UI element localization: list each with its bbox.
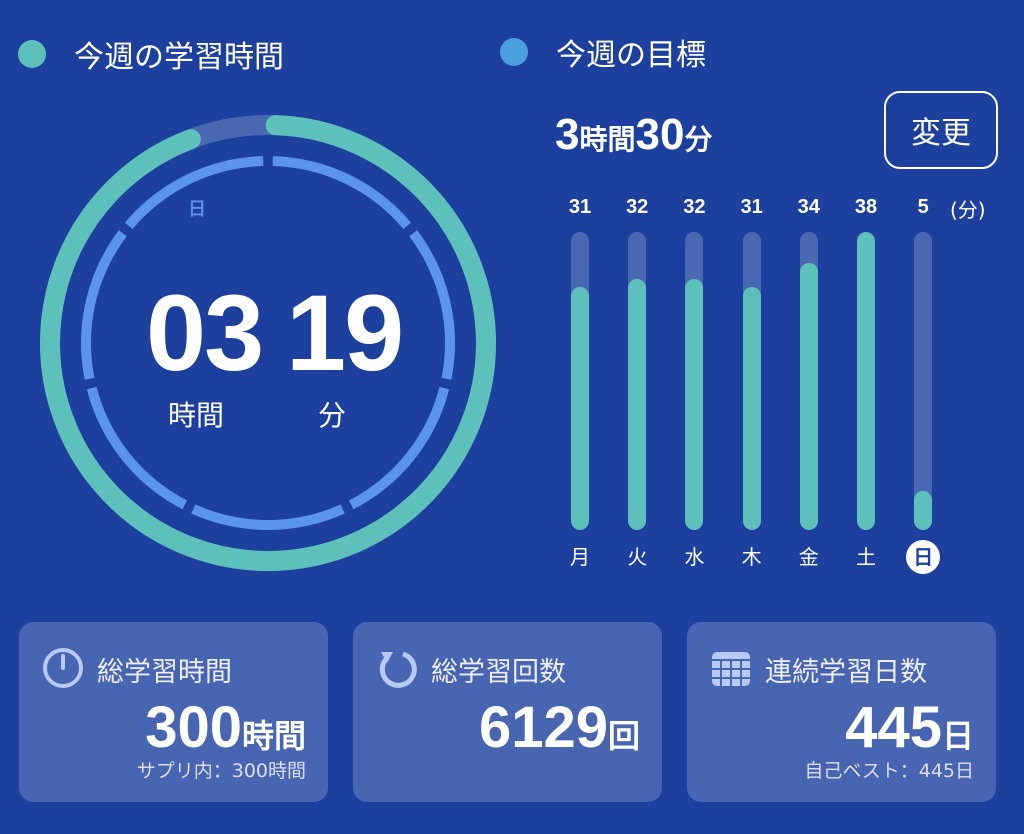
day-label: 木 (741, 545, 762, 569)
bar-track (914, 232, 933, 530)
card-subtext: サプリ内：300時間 (136, 760, 306, 782)
ring-day-segment (348, 386, 450, 510)
bar-value-label: 34 (797, 196, 820, 218)
bar-value-label: 31 (568, 196, 592, 218)
bar-track (685, 232, 704, 530)
bar-track (742, 232, 761, 530)
bar-value-label: 38 (854, 196, 878, 218)
ring-day-label: 日 (188, 199, 206, 220)
chart-unit-label: (分) (950, 198, 986, 222)
bar (628, 279, 647, 530)
bar-value-label: 32 (626, 196, 649, 218)
calendar-icon (709, 646, 753, 690)
card-subtext: 自己ベスト：445日 (804, 760, 974, 782)
card-title: 連続学習日数 (765, 657, 927, 688)
card-number: 445 (845, 695, 942, 760)
bar (571, 286, 589, 530)
legend-label: 今週の学習時間 (74, 40, 284, 75)
card-value: 445日 (845, 694, 974, 761)
bar (857, 232, 875, 530)
bar-track (628, 232, 647, 530)
ring-day-segment (191, 504, 345, 530)
clock-icon (41, 646, 85, 690)
daily-bar-chart: 31 月 32 火 32 水 31 木 34 金 38 土 5 日 (568, 196, 941, 574)
hours-unit: 時間 (168, 399, 225, 432)
weekly-goal-value: 3時間30分 (555, 110, 712, 160)
legend-weekly-time: 今週の学習時間 (18, 32, 284, 76)
card-value: 300時間 (145, 694, 306, 761)
goal-hours-unit: 時間 (579, 124, 636, 155)
card-title: 総学習回数 (431, 657, 566, 688)
card-number: 6129 (478, 695, 608, 760)
day-label: 火 (627, 545, 648, 569)
change-goal-button[interactable]: 変更 (884, 91, 998, 169)
bar (742, 286, 761, 530)
ring-day-segment (124, 156, 264, 230)
day-label: 日 (906, 540, 941, 574)
bar-track (571, 232, 589, 530)
card-value: 6129回 (479, 694, 640, 761)
minutes-value: 19 (286, 272, 404, 393)
bar (799, 263, 818, 530)
bar-value-label: 5 (917, 196, 929, 218)
bar (685, 279, 704, 530)
legend-weekly-goal: 今週の目標 (500, 30, 706, 74)
card-unit: 日 (941, 718, 974, 754)
card-unit: 時間 (241, 718, 306, 754)
card-title: 総学習時間 (97, 657, 232, 688)
legend-label: 今週の目標 (556, 38, 706, 73)
ring-day-segment (409, 230, 455, 380)
ring-day-segment (81, 230, 127, 380)
bar-value-label: 31 (740, 196, 763, 218)
day-label: 金 (798, 545, 819, 569)
day-label: 月 (570, 545, 590, 569)
day-label: 水 (684, 545, 705, 569)
bar-track (857, 232, 875, 530)
goal-minutes: 30 (635, 110, 685, 159)
teal-dot-icon (18, 40, 46, 68)
bar-track (799, 232, 818, 530)
goal-minutes-unit: 分 (684, 124, 713, 155)
bar-value-label: 32 (683, 196, 706, 218)
day-label: 土 (856, 545, 876, 569)
minutes-unit: 分 (318, 399, 347, 432)
stat-card: 総学習時間 300時間 サプリ内：300時間 (19, 622, 328, 802)
stat-card: 連続学習日数 445日 自己ベスト：445日 (687, 622, 996, 802)
ring-day-segment (86, 386, 188, 510)
card-unit: 回 (607, 718, 640, 754)
weekly-progress-ring (40, 115, 496, 571)
card-number: 300 (145, 695, 242, 760)
goal-hours: 3 (555, 110, 580, 159)
blue-dot-icon (500, 38, 528, 66)
hours-value: 03 (146, 272, 264, 393)
ring-day-segment (272, 156, 412, 230)
stat-card: 総学習回数 6129回 (353, 622, 662, 802)
bar (914, 490, 933, 530)
refresh-icon (375, 646, 419, 690)
ring-progress (40, 115, 496, 571)
